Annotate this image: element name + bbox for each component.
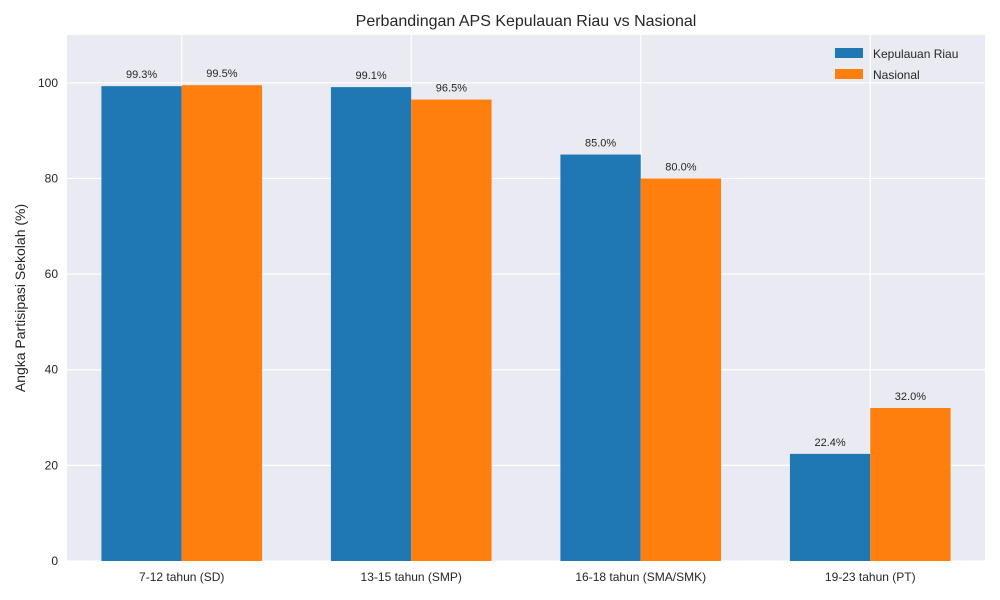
bar bbox=[330, 87, 412, 561]
y-tick-label: 100 bbox=[38, 76, 58, 90]
x-tick-label: 13-15 tahun (SMP) bbox=[361, 570, 462, 584]
bar-value-label: 96.5% bbox=[436, 83, 467, 95]
x-tick-label: 7-12 tahun (SD) bbox=[139, 570, 224, 584]
bar bbox=[101, 86, 182, 561]
y-tick-label: 40 bbox=[45, 363, 59, 377]
bar bbox=[411, 99, 492, 562]
y-tick-label: 0 bbox=[51, 554, 58, 568]
legend-swatch bbox=[835, 69, 863, 79]
y-tick-label: 60 bbox=[45, 267, 59, 281]
bar bbox=[560, 154, 641, 561]
x-tick-label: 19-23 tahun (PT) bbox=[825, 570, 916, 584]
legend: Kepulauan Riau Nasional bbox=[835, 47, 958, 82]
bar bbox=[789, 453, 871, 561]
bar-value-label: 85.0% bbox=[585, 138, 616, 150]
y-tick-label: 80 bbox=[45, 171, 59, 185]
y-tick-label: 20 bbox=[45, 458, 59, 472]
bar bbox=[181, 85, 263, 561]
bar-value-label: 32.0% bbox=[895, 391, 926, 403]
legend-swatch bbox=[835, 48, 863, 58]
bar bbox=[870, 407, 951, 561]
y-tick-labels: 0 20 40 60 80 100 bbox=[38, 76, 58, 568]
legend-label: Nasional bbox=[873, 68, 920, 82]
x-tick-labels: 7-12 tahun (SD) 13-15 tahun (SMP) 16-18 ta… bbox=[139, 570, 916, 584]
legend-label: Kepulauan Riau bbox=[873, 47, 958, 61]
data-labels: 99.3% 99.1% 85.0% 22.4% 99.5% 96.5% 80.0% 32.0% bbox=[126, 68, 926, 449]
bar-value-label: 99.1% bbox=[355, 70, 386, 82]
bar bbox=[640, 178, 722, 562]
bar-value-label: 99.5% bbox=[206, 68, 237, 80]
bar-value-label: 80.0% bbox=[665, 161, 696, 173]
bar-value-label: 22.4% bbox=[814, 437, 845, 449]
x-tick-label: 16-18 tahun (SMA/SMK) bbox=[575, 570, 706, 584]
bar-value-label: 99.3% bbox=[126, 69, 157, 81]
y-axis-label: Angka Partisipasi Sekolah (%) bbox=[12, 204, 28, 392]
bars bbox=[101, 85, 951, 562]
chart-title: Perbandingan APS Kepulauan Riau vs Nasio… bbox=[356, 13, 697, 30]
